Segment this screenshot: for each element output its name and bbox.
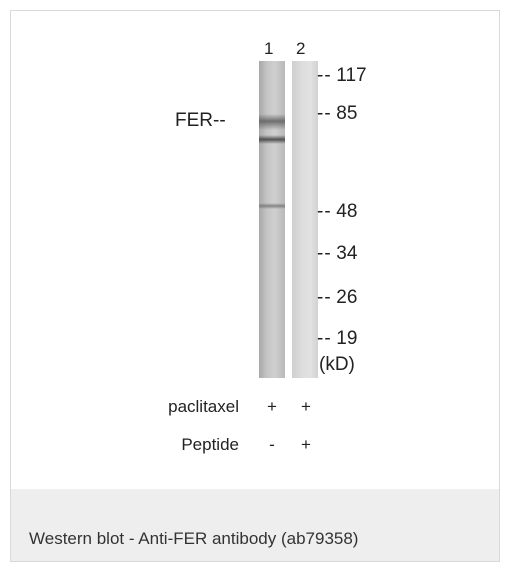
marker-value: 85: [336, 103, 358, 124]
marker-dash: --: [317, 65, 332, 86]
figure-caption: Western blot - Anti-FER antibody (ab7935…: [29, 529, 359, 548]
unit-label: (kD): [319, 354, 355, 375]
marker-value: 34: [336, 243, 358, 264]
marker-34: -- 34: [317, 243, 357, 265]
condition-sign: +: [301, 435, 311, 454]
marker-26: -- 26: [317, 287, 357, 309]
marker-value: 26: [336, 287, 358, 308]
blot-lane-2: [292, 61, 318, 378]
marker-dash: --: [317, 103, 332, 124]
western-blot-figure: 1 2 FER-- -- 117 -- 85 -- 48 -- 34 -- 26…: [11, 11, 499, 489]
marker-19: -- 19: [317, 328, 357, 350]
marker-dash: --: [317, 328, 332, 349]
blot-lane-1: [259, 61, 285, 378]
caption-bar: Western blot - Anti-FER antibody (ab7935…: [11, 489, 499, 561]
marker-dash: --: [317, 201, 332, 222]
faint-band-48: [259, 203, 285, 209]
marker-117: -- 117: [317, 65, 367, 87]
lane-number-2: 2: [296, 39, 306, 58]
figure-card: 1 2 FER-- -- 117 -- 85 -- 48 -- 34 -- 26…: [10, 10, 500, 562]
condition-sign: -: [269, 435, 275, 454]
marker-48: -- 48: [317, 201, 357, 223]
marker-dash: --: [317, 287, 332, 308]
lane-number-1: 1: [264, 39, 274, 58]
condition-label-peptide: Peptide: [181, 435, 239, 454]
marker-value: 48: [336, 201, 358, 222]
marker-85: -- 85: [317, 103, 357, 125]
fer-band-label: FER--: [175, 110, 226, 131]
fer-band: [259, 114, 285, 130]
lower-band: [259, 135, 285, 144]
condition-sign: +: [301, 397, 311, 416]
condition-sign: +: [267, 397, 277, 416]
marker-dash: --: [317, 243, 332, 264]
condition-label-paclitaxel: paclitaxel: [168, 397, 239, 416]
marker-value: 19: [336, 328, 358, 349]
marker-value: 117: [336, 65, 367, 86]
